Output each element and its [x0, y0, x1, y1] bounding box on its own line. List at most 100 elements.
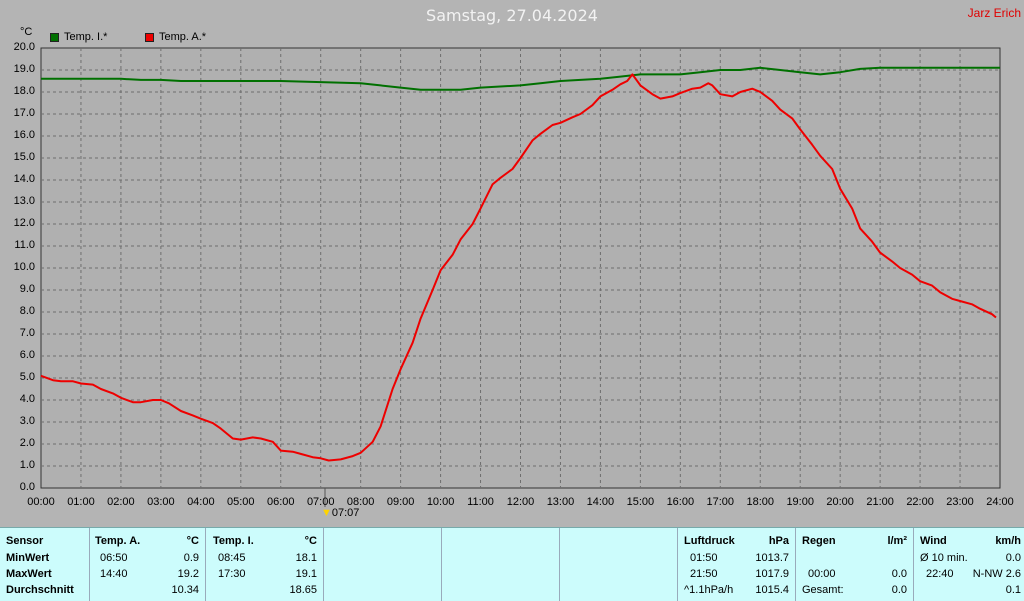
total-label: Gesamt:: [802, 584, 844, 596]
max-time: 22:40: [926, 568, 954, 580]
x-tick-label: 05:00: [227, 496, 255, 508]
temperature-chart: [40, 47, 1001, 507]
trend-label: ^1.1hPa/h: [684, 584, 734, 596]
x-tick-label: 02:00: [107, 496, 135, 508]
x-tick-label: 14:00: [586, 496, 615, 508]
legend-item-temp-inside: Temp. I.*: [50, 31, 107, 43]
table-unit: km/h: [995, 535, 1021, 547]
y-tick-label: 8.0: [19, 305, 35, 317]
table-col-wind: Wind km/h Ø 10 min. 0.0 22:40 N-NW 2.6 0…: [914, 528, 1024, 601]
y-tick-label: 1.0: [19, 459, 35, 471]
y-tick-label: 0.0: [19, 481, 35, 493]
y-tick-label: 14.0: [13, 173, 35, 185]
max-time: 14:40: [100, 568, 128, 580]
table-header: Sensor: [6, 535, 44, 547]
y-tick-label: 2.0: [19, 437, 35, 449]
max-time: 00:00: [808, 568, 836, 580]
x-tick-label: 01:00: [67, 496, 95, 508]
max-value: 19.1: [295, 568, 317, 580]
y-tick-label: 3.0: [19, 415, 35, 427]
y-tick-label: 15.0: [13, 151, 35, 163]
avg-10min-value: 0.0: [1005, 552, 1021, 564]
y-tick-label: 18.0: [13, 85, 35, 97]
table-col-rain: Regen l/m² 00:00 0.0 Gesamt: 0.0: [796, 528, 914, 601]
y-tick-label: 11.0: [14, 239, 35, 251]
y-tick-label: 16.0: [13, 129, 35, 141]
x-tick-label: 22:00: [906, 496, 934, 508]
min-time: 01:50: [690, 552, 718, 564]
series-line-temp-outside: [40, 73, 997, 462]
max-value: 0.0: [891, 568, 907, 580]
min-value: 18.1: [295, 552, 317, 564]
y-tick-label: 6.0: [19, 349, 35, 361]
statistics-table: Sensor MinWert MaxWert Durchschnitt Temp…: [0, 527, 1024, 601]
y-tick-label: 19.0: [13, 63, 35, 75]
y-tick-label: 9.0: [19, 283, 35, 295]
legend-item-temp-outside: Temp. A.*: [145, 31, 206, 43]
x-tick-label: 08:00: [346, 496, 375, 508]
x-tick-label: 09:00: [386, 496, 415, 508]
x-tick-label: 11:00: [467, 496, 494, 508]
x-tick-label: 23:00: [946, 496, 974, 508]
avg-value: 0.1: [1005, 584, 1021, 596]
max-value: 19.2: [177, 568, 199, 580]
table-header: Regen: [802, 535, 836, 547]
author-label: Jarz Erich: [967, 6, 1021, 20]
table-col-sensor: Sensor MinWert MaxWert Durchschnitt: [0, 528, 90, 601]
row-label-max: MaxWert: [6, 568, 52, 580]
x-tick-label: 10:00: [426, 496, 455, 508]
table-header: Wind: [920, 535, 947, 547]
max-value: 1017.9: [755, 568, 789, 580]
table-col-empty-3: [560, 528, 678, 601]
table-col-pressure: Luftdruck hPa 01:50 1013.7 21:50 1017.9 …: [678, 528, 796, 601]
table-unit: hPa: [768, 535, 789, 547]
x-tick-label: 19:00: [786, 496, 814, 508]
table-unit: l/m²: [887, 535, 907, 547]
x-tick-label: 06:00: [266, 496, 295, 508]
x-tick-label: 18:00: [746, 496, 775, 508]
y-tick-label: 7.0: [19, 327, 35, 339]
table-header: Temp. I.: [213, 535, 254, 547]
row-label-min: MinWert: [6, 552, 50, 564]
sunrise-icon: ▼: [321, 507, 332, 519]
sunrise-time: 07:07: [331, 507, 360, 519]
total-value: 0.0: [891, 584, 907, 596]
y-tick-label: 12.0: [13, 217, 35, 229]
legend-label: Temp. I.*: [64, 31, 108, 43]
min-time: 06:50: [100, 552, 128, 564]
x-tick-label: 07:00: [306, 496, 335, 508]
legend-label: Temp. A.*: [159, 31, 207, 43]
chart-title: Samstag, 27.04.2024: [426, 6, 598, 25]
max-value: N-NW 2.6: [972, 568, 1021, 580]
legend-swatch: [50, 32, 59, 42]
avg-10min-label: Ø 10 min.: [920, 552, 968, 564]
max-time: 21:50: [690, 568, 718, 580]
max-time: 17:30: [218, 568, 246, 580]
min-time: 08:45: [218, 552, 246, 564]
x-tick-label: 12:00: [506, 496, 535, 508]
x-tick-label: 13:00: [546, 496, 575, 508]
avg-value: 10.34: [171, 584, 199, 596]
x-tick-label: 17:00: [706, 496, 735, 508]
x-tick-label: 20:00: [826, 496, 854, 508]
grid-lines: [41, 48, 1000, 488]
x-tick-label: 00:00: [27, 496, 55, 508]
x-tick-label: 03:00: [147, 496, 175, 508]
table-header: Temp. A.: [95, 535, 141, 547]
min-value: 0.9: [183, 552, 199, 564]
y-tick-label: 17.0: [13, 107, 35, 119]
table-col-temp-inside: Temp. I. °C 08:45 18.1 17:30 19.1 18.65: [206, 528, 324, 601]
x-tick-label: 15:00: [626, 496, 655, 508]
series-line-temp-inside: [41, 66, 1000, 91]
table-col-temp-outside: Temp. A. °C 06:50 0.9 14:40 19.2 10.34: [90, 528, 206, 601]
row-label-avg: Durchschnitt: [6, 584, 74, 596]
table-header: Luftdruck: [684, 535, 735, 547]
x-tick-label: 24:00: [986, 496, 1014, 508]
x-tick-label: 04:00: [187, 496, 215, 508]
min-value: 1013.7: [755, 552, 789, 564]
table-unit: °C: [304, 535, 317, 547]
y-tick-label: 20.0: [13, 41, 35, 53]
x-tick-label: 21:00: [866, 496, 894, 508]
sunrise-label: ▼07:07: [321, 507, 359, 519]
avg-value: 1015.4: [755, 584, 789, 596]
